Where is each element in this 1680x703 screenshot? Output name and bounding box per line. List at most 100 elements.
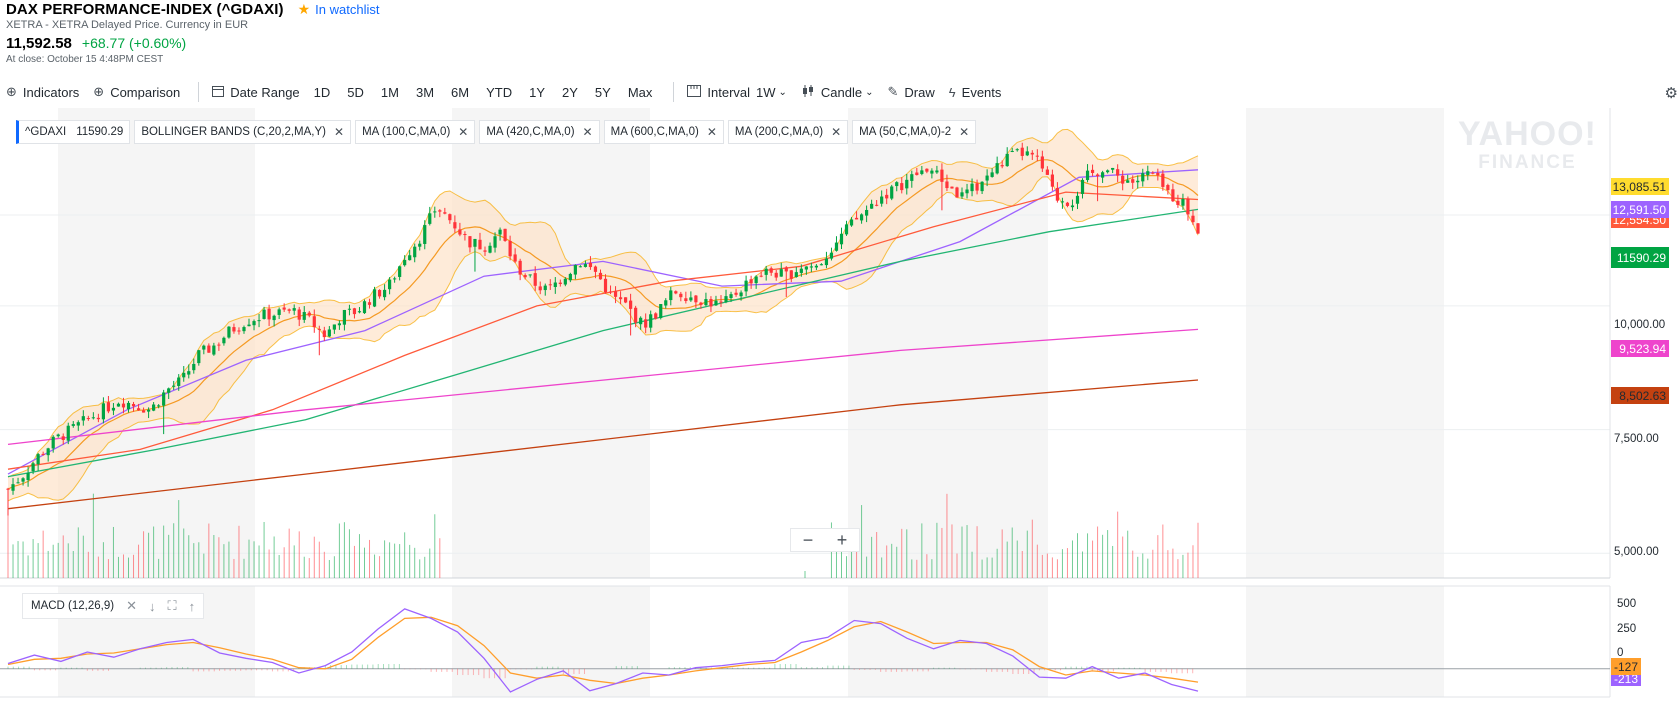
candle-body <box>388 279 392 290</box>
arrow-down-icon[interactable]: ↓ <box>149 598 156 614</box>
chart-toolbar: ⊕ Indicators ⊕ Comparison Date Range 1D … <box>0 80 1680 104</box>
ma420-tag[interactable]: MA (420,C,MA,0) ✕ <box>479 120 600 144</box>
candle-body <box>247 324 251 327</box>
zoom-in-button[interactable]: + <box>836 529 848 550</box>
events-button[interactable]: ϟ Events <box>949 85 1002 100</box>
range-5d[interactable]: 5D <box>347 84 364 100</box>
candle-body <box>463 234 467 236</box>
lightning-icon: ϟ <box>948 84 956 100</box>
plus-circle-icon: ⊕ <box>6 84 17 99</box>
ma-line <box>7 328 1199 446</box>
period-band <box>848 108 1048 578</box>
candle-body <box>1055 187 1060 201</box>
ma50-tag[interactable]: MA (50,C,MA,0)-2 ✕ <box>852 120 977 144</box>
candle-body <box>588 262 593 268</box>
candle-body <box>920 170 924 174</box>
candle-body <box>980 181 984 192</box>
period-band <box>1246 586 1444 697</box>
candle-body <box>141 410 146 413</box>
candle-body <box>764 268 768 275</box>
candle-body <box>382 289 387 298</box>
range-1d[interactable]: 1D <box>313 84 331 100</box>
candle-body <box>844 224 849 235</box>
price-change: +68.77 (+0.60%) <box>81 35 187 51</box>
candle-body <box>1005 153 1009 167</box>
candle-body <box>669 290 673 301</box>
candle-body <box>11 484 15 491</box>
zoom-out-button[interactable]: − <box>802 529 814 550</box>
range-max[interactable]: Max <box>627 84 653 100</box>
close-icon[interactable]: ✕ <box>959 125 970 139</box>
candle-body <box>483 250 487 252</box>
close-icon[interactable]: ✕ <box>831 125 842 139</box>
range-6m[interactable]: 6M <box>451 84 470 100</box>
gear-icon[interactable]: ⚙ <box>1664 85 1678 102</box>
candle-body <box>292 308 296 311</box>
arrow-up-icon[interactable]: ↑ <box>188 598 196 614</box>
ma200-tag[interactable]: MA (200,C,MA,0) ✕ <box>727 120 849 144</box>
range-2y[interactable]: 2Y <box>562 84 578 100</box>
indicators-button[interactable]: ⊕ Indicators <box>6 84 79 100</box>
candle-body <box>403 259 407 266</box>
range-3m[interactable]: 3M <box>415 84 435 100</box>
candle-body <box>794 272 798 278</box>
candle-body <box>634 307 638 323</box>
close-icon[interactable]: ✕ <box>582 125 593 139</box>
bollinger-tag[interactable]: BOLLINGER BANDS (C,20,2,MA,Y) ✕ <box>134 120 352 144</box>
close-icon[interactable]: ✕ <box>126 598 137 613</box>
toolbar-divider <box>198 82 200 102</box>
candle-body <box>598 272 603 280</box>
candle-body <box>1050 174 1054 187</box>
candle-body <box>694 295 698 303</box>
candle-body <box>915 172 919 176</box>
candle-body <box>367 302 372 305</box>
candle-body <box>865 209 869 216</box>
ma100-tag[interactable]: MA (100,C,MA,0) ✕ <box>355 120 476 144</box>
candle-body <box>674 291 678 294</box>
candle-body <box>714 300 718 306</box>
close-icon[interactable]: ✕ <box>334 125 345 139</box>
range-5y[interactable]: 5Y <box>594 84 611 100</box>
interval-dropdown[interactable]: Interval 1W ⌄ <box>687 84 787 100</box>
ma600-tag[interactable]: MA (600,C,MA,0) ✕ <box>603 120 724 144</box>
candle-body <box>573 265 577 275</box>
candle-body <box>498 229 502 235</box>
candle-body <box>372 289 377 307</box>
candle-body <box>503 228 507 241</box>
candle-body <box>533 273 537 286</box>
candle-body <box>81 416 85 421</box>
page-title: DAX PERFORMANCE-INDEX (^GDAXI) <box>6 0 284 18</box>
yahoo-finance-watermark: YAHOO! FINANCE <box>1458 117 1597 172</box>
expand-icon[interactable]: ⛶ <box>167 598 177 613</box>
comparison-button[interactable]: ⊕ Comparison <box>93 84 180 100</box>
candle-body <box>1121 175 1125 184</box>
candle-body <box>227 326 231 338</box>
candle-body <box>744 280 748 292</box>
candle-body <box>890 186 894 199</box>
date-range-button[interactable]: Date Range <box>212 85 300 100</box>
candle-body <box>975 183 979 191</box>
range-1m[interactable]: 1M <box>380 84 399 100</box>
close-icon[interactable]: ✕ <box>706 125 717 139</box>
candle-body <box>267 308 271 320</box>
candle-body <box>146 409 151 412</box>
candle-body <box>1015 149 1019 151</box>
candle-body <box>849 219 854 226</box>
candle-body <box>804 266 808 270</box>
candle-body <box>754 276 758 284</box>
range-1y[interactable]: 1Y <box>529 84 546 100</box>
candle-body <box>71 424 75 426</box>
symbol-tag[interactable]: ^GDAXI 11590.29 <box>16 120 131 144</box>
candle-body <box>478 239 482 250</box>
watchlist-button[interactable]: ★ In watchlist <box>298 1 380 18</box>
interval-label: Interval <box>707 84 751 100</box>
macd-tag[interactable]: MACD (12,26,9) ✕ ↓ ⛶ ↑ <box>22 593 205 619</box>
candle-body <box>1040 156 1044 169</box>
draw-button[interactable]: ✎ Draw <box>888 84 935 100</box>
ma600-value-badge: 8,502.63 <box>1611 387 1669 404</box>
chart-type-dropdown[interactable]: Candle ⌄ <box>801 84 874 101</box>
close-icon[interactable]: ✕ <box>458 125 469 139</box>
candle-body <box>152 404 156 411</box>
range-ytd[interactable]: YTD <box>486 84 513 100</box>
